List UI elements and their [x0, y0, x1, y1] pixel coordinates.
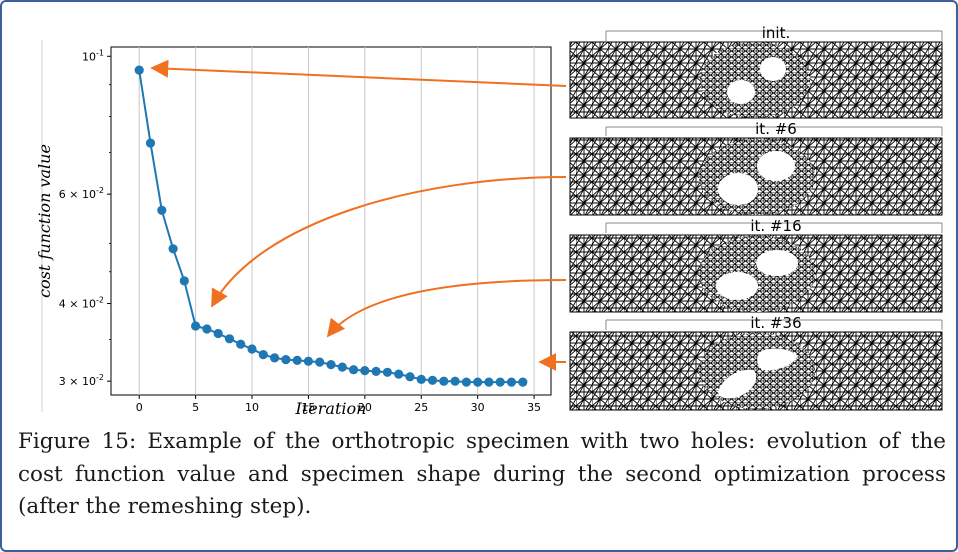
mesh-panel-label: it. #36	[750, 314, 801, 332]
grid-lines	[138, 47, 535, 395]
x-tick-label: 25	[414, 401, 428, 414]
mesh-panel-init: init.	[569, 24, 943, 119]
mesh-panels: init. it. #6 it. #16	[569, 24, 943, 411]
data-point	[506, 377, 517, 387]
caption-line: cost function value and specimen shape d…	[18, 461, 946, 487]
mesh-panel-label: it. #6	[755, 120, 797, 138]
data-point	[168, 244, 178, 254]
y-tick-label: 6 × 10-2	[59, 186, 104, 201]
data-point	[224, 334, 235, 344]
mesh-panel-it16: it. #16	[569, 217, 943, 313]
data-point	[236, 339, 246, 349]
mesh-panel-it36: it. #36	[569, 314, 943, 411]
hole-left	[718, 173, 758, 205]
data-point	[191, 321, 201, 331]
x-tick-label: 15	[301, 401, 315, 414]
data-point	[337, 362, 347, 372]
mesh-refined-zone	[700, 42, 810, 118]
data-point	[247, 344, 257, 354]
series-points	[134, 65, 528, 387]
annotation-arrows	[150, 59, 567, 371]
x-tick-label: 5	[192, 401, 199, 414]
data-point	[281, 355, 291, 365]
y-tick-label: 3 × 10-2	[59, 373, 104, 388]
data-point	[461, 377, 471, 387]
data-point	[371, 366, 381, 376]
hole-left	[718, 369, 757, 399]
hole-right	[757, 348, 798, 371]
data-point	[157, 205, 167, 215]
data-point	[450, 376, 460, 386]
data-point	[473, 377, 483, 387]
data-point	[326, 360, 336, 370]
arrow-it16	[326, 279, 567, 338]
data-point	[439, 376, 449, 386]
y-axis-label: cost function value	[35, 144, 54, 298]
caption-line: Figure 15: Example of the orthotropic sp…	[18, 429, 946, 454]
x-tick-label: 35	[527, 401, 541, 414]
y-tick-label: 10-1	[82, 48, 104, 63]
y-tick-label: 4 × 10-2	[59, 296, 104, 311]
hole-right	[760, 57, 786, 81]
x-axis-label: Iteration	[295, 399, 367, 418]
figure-graphic: 0 5 10 15 20 25 30 35 10-1 6 × 10-2 4 × 10-2 3 × 1…	[35, 24, 943, 418]
mesh-panel-label: it. #16	[750, 217, 801, 235]
data-point	[349, 365, 359, 375]
y-axis-ticks: 10-1 6 × 10-2 4 × 10-2 3 × 10-2	[59, 48, 111, 388]
hole-left	[727, 80, 755, 104]
data-point	[394, 369, 404, 379]
mesh-panel-label: init.	[762, 24, 791, 42]
data-point	[484, 377, 494, 387]
figure-caption: Figure 15: Example of the orthotropic sp…	[18, 426, 946, 524]
arrow-it6	[211, 176, 567, 308]
data-point	[315, 357, 325, 367]
caption-line: (after the remeshing step).	[18, 494, 312, 519]
data-point	[382, 367, 392, 377]
cost-function-chart: 0 5 10 15 20 25 30 35 10-1 6 × 10-2 4 × 10-2 3 × 1…	[35, 40, 552, 418]
mesh-refined-zone	[699, 333, 815, 409]
data-point	[179, 276, 189, 286]
data-point	[405, 372, 415, 382]
data-point	[134, 65, 144, 75]
mesh-refined-zone	[699, 236, 815, 312]
hole-left	[716, 272, 758, 300]
data-point	[292, 355, 302, 365]
mesh-panel-it6: it. #6	[569, 120, 943, 216]
data-point	[202, 324, 212, 334]
arrow-init	[150, 59, 567, 87]
data-point	[416, 374, 426, 384]
hole-right	[756, 250, 798, 276]
data-point	[258, 350, 268, 360]
x-tick-label: 10	[245, 401, 259, 414]
plot-area	[110, 46, 552, 396]
data-point	[427, 375, 438, 385]
mesh-refined-zone	[699, 139, 815, 215]
x-axis-ticks: 0 5 10 15 20 25 30 35	[136, 395, 541, 414]
data-point	[270, 353, 280, 363]
x-tick-label: 30	[471, 401, 485, 414]
data-point	[495, 377, 505, 387]
x-tick-label: 0	[136, 401, 143, 414]
data-point	[518, 377, 528, 387]
data-point	[360, 366, 370, 376]
data-point	[303, 356, 313, 366]
hole-right	[757, 151, 795, 181]
data-point	[213, 328, 223, 339]
x-tick-label: 20	[358, 401, 372, 414]
data-point	[145, 138, 156, 148]
